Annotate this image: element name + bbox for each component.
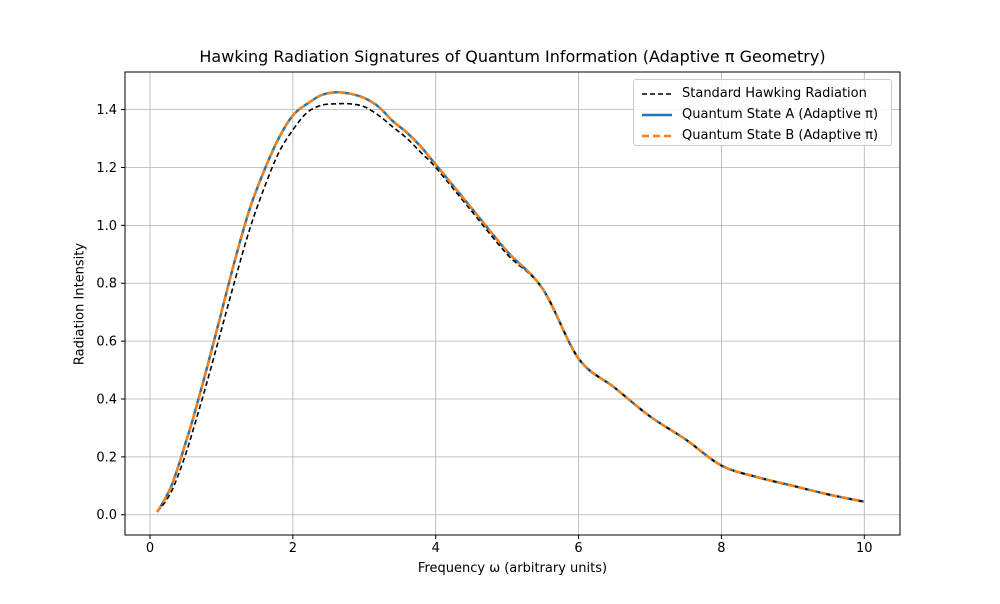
y-tick-label: 1.0 (96, 219, 117, 234)
series-group (156, 90, 865, 513)
x-tick-label: 6 (574, 541, 582, 556)
x-tick-label: 2 (289, 541, 297, 556)
legend-item-state-a: Quantum State A (Adaptive π) (642, 104, 883, 125)
series-line-standard (156, 102, 865, 513)
y-tick-label: 0.2 (96, 450, 117, 465)
x-tick-label: 10 (856, 541, 873, 556)
legend-label-standard: Standard Hawking Radiation (682, 86, 867, 101)
chart-title: Hawking Radiation Signatures of Quantum … (199, 47, 826, 66)
legend-item-state-b: Quantum State B (Adaptive π) (642, 125, 883, 146)
y-tick-label: 1.2 (96, 161, 117, 176)
x-tick-label: 4 (432, 541, 440, 556)
legend-label-state-b: Quantum State B (Adaptive π) (682, 128, 879, 143)
y-tick-label: 0.8 (96, 277, 117, 292)
legend-swatch-state-b (642, 131, 672, 141)
series-line-state-a (156, 90, 865, 513)
y-tick-label: 0.0 (96, 508, 117, 523)
x-tick-label: 0 (146, 541, 154, 556)
legend-swatch-standard (642, 89, 672, 99)
y-tick-label: 1.4 (96, 103, 117, 118)
ticks: 0 2 4 6 8 10 0.0 0.2 0.4 0.6 0.8 1.0 1.2 1.4 (96, 103, 872, 556)
series-line-state-b (156, 90, 865, 513)
legend-item-standard: Standard Hawking Radiation (642, 83, 883, 104)
legend: Standard Hawking Radiation Quantum State… (633, 79, 892, 146)
y-axis-label: Radiation Intensity (72, 242, 88, 366)
y-tick-label: 0.4 (96, 392, 117, 407)
plot-area-frame (124, 71, 901, 536)
legend-label-state-a: Quantum State A (Adaptive π) (682, 107, 879, 122)
x-axis-label: Frequency ω (arbitrary units) (417, 561, 608, 576)
y-tick-label: 0.6 (96, 335, 117, 350)
x-tick-label: 8 (717, 541, 725, 556)
legend-swatch-state-a (642, 110, 672, 120)
